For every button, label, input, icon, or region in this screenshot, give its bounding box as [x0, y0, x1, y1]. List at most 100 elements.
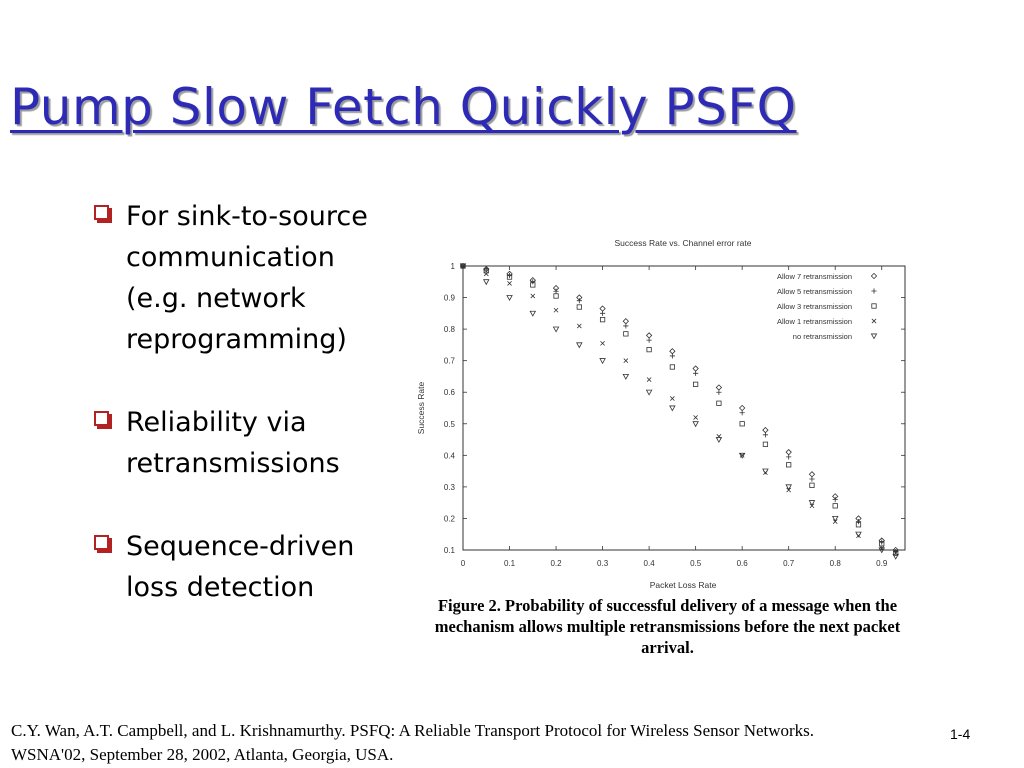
bullet-item: Reliability via retransmissions: [90, 402, 400, 484]
data-point: [855, 531, 862, 538]
data-point: [739, 410, 745, 416]
y-tick-label: 0.7: [444, 357, 456, 366]
x-tick-label: 0: [461, 559, 466, 568]
x-tick-label: 0.9: [876, 559, 888, 568]
data-point: [892, 553, 899, 560]
data-point: [669, 348, 676, 355]
legend-label: Allow 5 retransmission: [777, 287, 852, 296]
data-point: [576, 342, 583, 349]
legend-label: Allow 7 retransmission: [777, 272, 852, 281]
bullet-text: For sink-to-source communication (e.g. n…: [126, 201, 368, 355]
data-point: [716, 389, 722, 395]
bullet-list: For sink-to-source communication (e.g. n…: [90, 196, 400, 650]
data-point: [785, 449, 792, 456]
data-point: [599, 305, 606, 312]
figure-caption: Figure 2. Probability of successful deli…: [434, 596, 901, 657]
x-tick-label: 0.8: [830, 559, 842, 568]
data-point: [645, 389, 653, 396]
data-point: [599, 310, 606, 316]
data-point: [832, 503, 838, 509]
data-point: [693, 370, 699, 376]
data-point: [507, 280, 512, 286]
bullet-text: Reliability via retransmissions: [126, 407, 340, 479]
data-point: [669, 353, 675, 359]
data-point: [738, 452, 746, 459]
bullet-item: Sequence-driven loss detection: [90, 526, 400, 608]
data-point: [600, 340, 605, 346]
bullet-text: Sequence-driven loss detection: [126, 531, 355, 603]
data-point: [669, 364, 675, 370]
data-point: [739, 452, 745, 458]
data-point: [623, 323, 629, 329]
data-point: [553, 293, 559, 299]
data-point: [879, 541, 885, 547]
data-point: [646, 337, 652, 343]
data-point: [576, 323, 582, 329]
y-tick-label: 1: [451, 262, 456, 271]
data-point: [693, 415, 698, 420]
data-point: [552, 326, 560, 333]
y-tick-label: 0.5: [444, 420, 456, 429]
data-point: [786, 462, 792, 468]
data-point: [646, 347, 652, 353]
data-point: [670, 396, 675, 401]
data-point: [762, 468, 769, 475]
x-axis-label: Packet Loss Rate: [650, 580, 717, 590]
citation-line: WSNA'02, September 28, 2002, Atlanta, Ge…: [11, 745, 394, 764]
chart-title: Success Rate vs. Channel error rate: [614, 238, 751, 248]
data-point: [832, 496, 838, 503]
data-point: [855, 519, 862, 525]
data-point: [808, 500, 816, 507]
data-point: [762, 432, 769, 438]
data-point: [809, 476, 815, 482]
slide-title: Pump Slow Fetch Quickly PSFQ: [10, 78, 797, 136]
data-point: [623, 358, 629, 364]
data-point: [459, 263, 467, 270]
y-axis-label: Success Rate: [416, 382, 426, 435]
series-triangle: [459, 263, 899, 560]
data-point: [808, 471, 816, 478]
y-tick-label: 0.6: [444, 388, 456, 397]
square-bullet-icon: [94, 205, 109, 220]
chart-canvas: Success Rate vs. Channel error rate 0 0.1…: [416, 238, 906, 590]
legend-label: Allow 1 retransmission: [777, 317, 852, 326]
legend-marker-icon: [871, 318, 877, 324]
series-cross: [460, 263, 899, 556]
data-point: [762, 441, 769, 447]
data-point: [786, 454, 792, 460]
x-tick-label: 0.2: [550, 559, 562, 568]
y-tick-label: 0.3: [444, 483, 456, 492]
citation: C.Y. Wan, A.T. Campbell, and L. Krishnam…: [11, 719, 1011, 767]
data-point: [809, 482, 815, 488]
x-tick-label: 0.5: [690, 559, 702, 568]
data-point: [506, 295, 513, 301]
data-point: [646, 377, 652, 382]
legend-label: Allow 3 retransmission: [777, 302, 852, 311]
data-point: [553, 288, 559, 294]
data-point: [893, 550, 899, 556]
data-point: [622, 373, 630, 380]
data-point: [645, 332, 653, 339]
data-point: [553, 307, 559, 313]
y-tick-label: 0.1: [444, 546, 456, 555]
data-point: [506, 272, 513, 279]
data-point: [576, 304, 582, 310]
legend-marker-icon: [871, 288, 877, 294]
x-tick-label: 0.7: [783, 559, 795, 568]
data-point: [530, 293, 536, 299]
bullet-item: For sink-to-source communication (e.g. n…: [90, 196, 400, 360]
data-point: [483, 268, 489, 274]
data-point: [716, 400, 722, 406]
legend-marker-icon: [870, 333, 878, 340]
data-point: [669, 405, 676, 412]
data-point: [576, 298, 582, 304]
square-bullet-icon: [94, 535, 109, 550]
data-point: [878, 547, 886, 554]
plot-frame: [462, 265, 906, 551]
data-point: [831, 515, 839, 522]
square-bullet-icon: [94, 411, 109, 426]
y-tick-label: 0.9: [444, 294, 456, 303]
data-point: [529, 310, 537, 317]
data-point: [483, 266, 489, 272]
x-tick-label: 0.6: [737, 559, 749, 568]
